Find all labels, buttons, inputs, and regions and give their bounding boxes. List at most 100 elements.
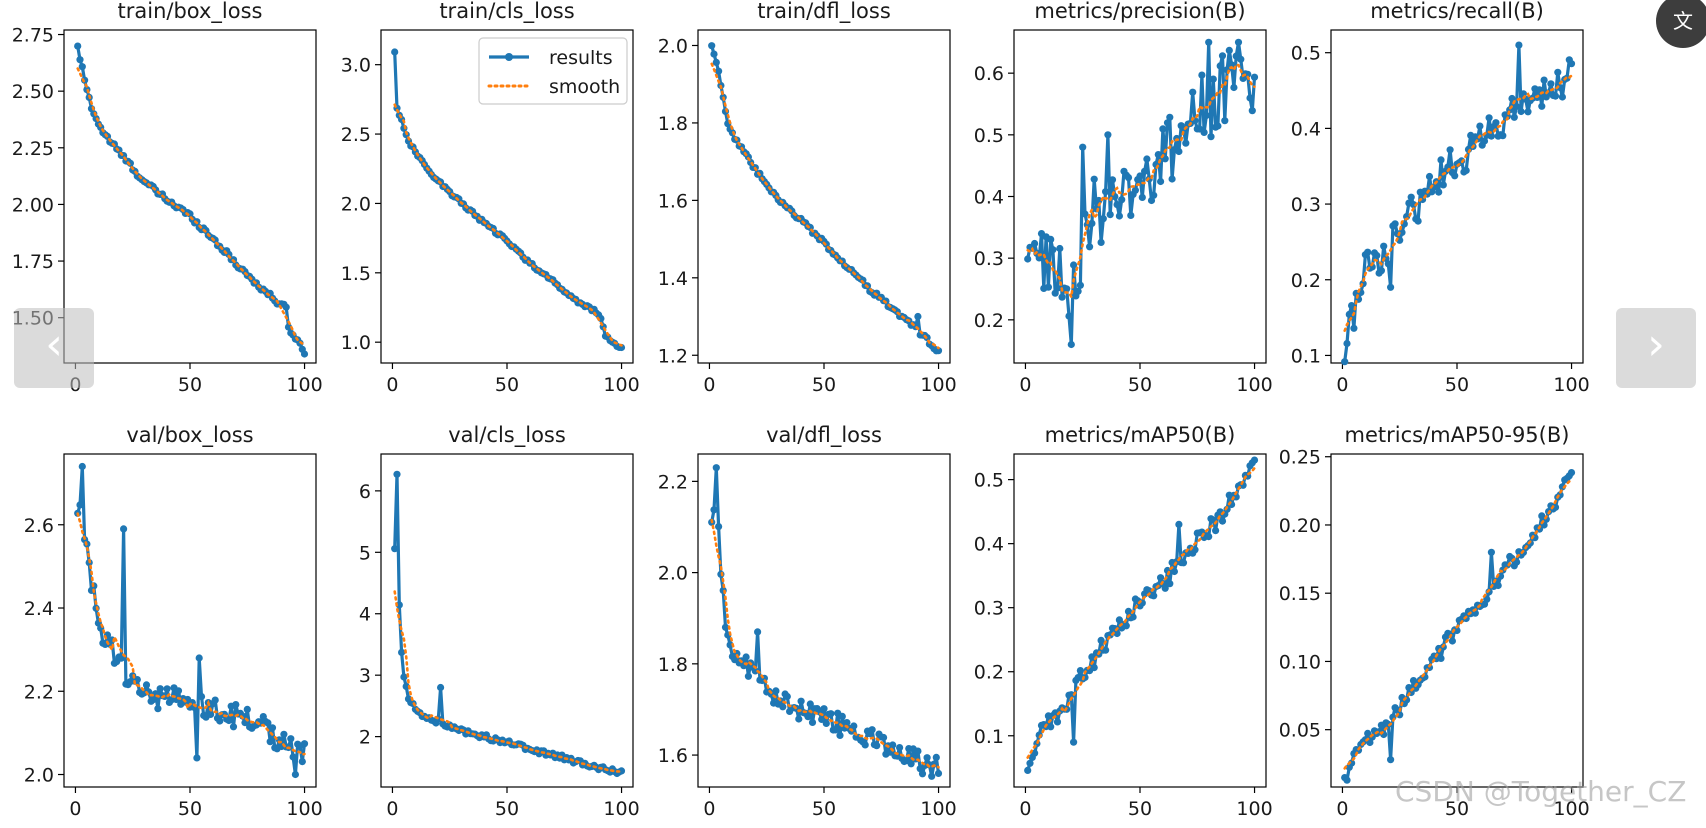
- results-point: [1047, 723, 1055, 731]
- results-point: [896, 744, 904, 752]
- results-point: [1150, 191, 1158, 199]
- results-point: [1234, 38, 1243, 46]
- results-point: [1517, 107, 1525, 116]
- y-tick-label: 0.3: [1291, 194, 1321, 216]
- results-point: [721, 623, 730, 631]
- results-point: [1150, 592, 1158, 600]
- results-point: [726, 641, 734, 649]
- results-point: [1228, 61, 1236, 69]
- subplot-title: train/cls_loss: [439, 0, 574, 24]
- results-point: [1113, 201, 1121, 209]
- results-point: [1124, 174, 1133, 182]
- results-point: [873, 742, 881, 750]
- results-point: [1492, 119, 1500, 127]
- results-point: [76, 501, 84, 509]
- results-point: [1248, 107, 1256, 115]
- subplot-2: train/dfl_loss 0 50 100 1.2 1.4 1.6 1.8 2.0: [658, 0, 957, 396]
- results-point: [207, 710, 215, 719]
- results-point: [287, 735, 295, 743]
- y-tick-label: 2.00: [12, 194, 54, 216]
- previous-image-button[interactable]: ‹: [14, 308, 94, 388]
- results-point: [928, 772, 936, 780]
- results-point: [398, 648, 406, 657]
- results-point: [74, 42, 82, 50]
- y-tick-label: 1.5: [341, 263, 371, 285]
- x-tick-label: 50: [1445, 798, 1469, 820]
- results-series-line: [393, 472, 623, 776]
- results-point: [1097, 636, 1105, 645]
- results-point: [211, 696, 219, 704]
- results-point: [1350, 324, 1358, 332]
- subplot-1: train/cls_loss 0 50 100 1.0 1.5 2.0 2.5 3.0 resul…: [341, 0, 640, 396]
- smooth-series-line: [393, 590, 623, 773]
- results-point: [1088, 219, 1096, 227]
- results-point: [1076, 281, 1084, 289]
- results-series-line: [1026, 459, 1256, 771]
- y-tick-label: 0.4: [1291, 118, 1321, 140]
- results-point: [225, 716, 233, 725]
- x-tick-label: 50: [178, 374, 202, 396]
- results-point: [1425, 172, 1434, 181]
- results-point: [1081, 210, 1089, 218]
- results-point: [1341, 358, 1349, 366]
- results-point: [1131, 186, 1139, 194]
- y-tick-label: 0.1: [974, 726, 1004, 748]
- results-point: [232, 701, 240, 709]
- results-point: [1485, 114, 1493, 122]
- results-point: [1554, 68, 1562, 76]
- subplot-title: val/box_loss: [126, 423, 253, 448]
- subplot-title: metrics/precision(B): [1034, 0, 1245, 23]
- x-tick-label: 50: [1128, 374, 1152, 396]
- results-point: [1538, 102, 1546, 110]
- legend-results-label: results: [549, 47, 613, 69]
- y-tick-label: 0.3: [974, 598, 1004, 620]
- results-point: [1510, 113, 1518, 121]
- results-point: [266, 738, 274, 746]
- results-point: [1221, 117, 1229, 125]
- results-point: [779, 703, 787, 711]
- results-point: [914, 747, 922, 755]
- results-point: [1143, 155, 1151, 163]
- y-tick-label: 2: [359, 727, 371, 749]
- results-point: [1212, 527, 1220, 535]
- results-point: [391, 545, 399, 553]
- results-point: [1079, 143, 1087, 151]
- results-point: [1200, 128, 1208, 136]
- y-tick-label: 1.75: [12, 251, 54, 273]
- next-image-button[interactable]: ›: [1616, 308, 1696, 388]
- x-tick-label: 0: [703, 798, 715, 820]
- results-point: [300, 740, 309, 748]
- results-point: [1067, 691, 1075, 699]
- results-point: [617, 767, 626, 775]
- subplot-4: metrics/recall(B) 0 50 100 0.1 0.2 0.3 0.4 0.5: [1291, 0, 1590, 396]
- results-point: [932, 753, 940, 762]
- translate-button[interactable]: 文: [1656, 0, 1706, 48]
- results-point: [1364, 248, 1372, 256]
- results-point: [282, 303, 290, 311]
- x-tick-label: 100: [1236, 374, 1272, 396]
- results-point: [1207, 133, 1215, 141]
- results-point: [1161, 584, 1169, 592]
- results-point: [1487, 548, 1495, 556]
- results-point: [1387, 756, 1395, 764]
- results-point: [1166, 113, 1174, 121]
- x-tick-label: 100: [920, 798, 956, 820]
- results-point: [1348, 302, 1356, 310]
- results-point: [1446, 146, 1454, 154]
- x-tick-label: 0: [703, 374, 715, 396]
- subplot-8: metrics/mAP50(B) 0 50 100 0.1 0.2 0.3 0.4 0.5: [974, 423, 1273, 820]
- results-point: [1494, 581, 1502, 590]
- results-point: [1104, 131, 1112, 139]
- results-point: [934, 347, 943, 355]
- results-point: [1141, 167, 1149, 175]
- results-point: [710, 506, 718, 514]
- results-point: [1166, 580, 1174, 588]
- results-point: [391, 48, 399, 56]
- smooth-series-line: [710, 62, 940, 350]
- results-point: [1076, 667, 1084, 675]
- results-point: [1024, 766, 1032, 775]
- results-point: [78, 462, 86, 471]
- results-point: [1205, 533, 1213, 541]
- results-point: [1230, 83, 1238, 92]
